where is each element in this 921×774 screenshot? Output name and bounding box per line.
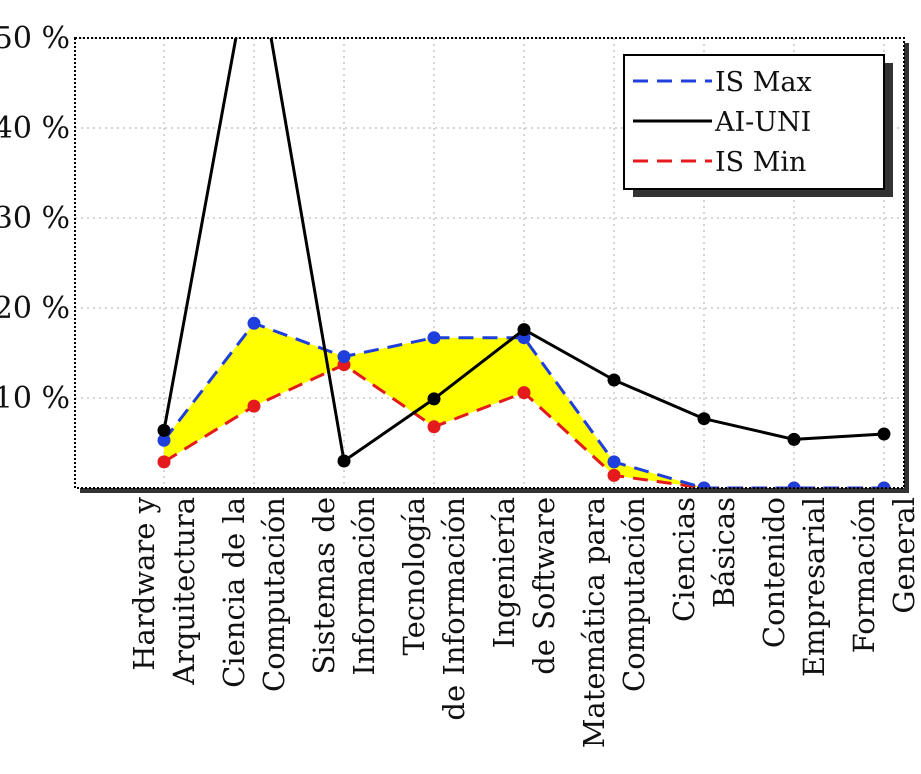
legend-label-is-min: IS Min: [715, 147, 806, 178]
x-tick-label: Matemática para Computación: [577, 497, 651, 748]
x-tick-label-line: Ingeniería: [487, 497, 521, 648]
point-ai-uni-2: [337, 454, 351, 468]
y-tick-label: 30 %: [0, 201, 70, 236]
x-tick-label-line: Básicas: [707, 497, 741, 608]
x-tick-label-line: Información: [347, 497, 381, 676]
point-ai-uni-8: [877, 427, 891, 441]
x-tick-label-line: Contenido: [757, 497, 791, 648]
point-ai-uni-7: [787, 432, 801, 446]
point-ai-uni-5: [607, 373, 621, 387]
point-is-min-4: [517, 386, 531, 400]
x-tick-label: Ciencia de la Computación: [217, 497, 291, 692]
x-tick-label-line: Hardware y: [127, 496, 161, 670]
x-tick-label: Ingeniería de Software: [487, 497, 561, 675]
x-tick-label-line: General: [887, 497, 921, 614]
point-is-min-3: [427, 420, 441, 434]
y-tick-label: 20 %: [0, 291, 70, 326]
x-tick-label: Sistemas de Información: [307, 497, 381, 676]
y-tick-label: 40 %: [0, 111, 70, 146]
point-is-max-6: [697, 481, 711, 488]
x-tick-label-line: Tecnología: [397, 497, 431, 656]
x-tick-label-line: de Software: [527, 497, 561, 675]
point-is-min-5: [607, 468, 621, 482]
legend-label-ai-uni: AI-UNI: [714, 107, 811, 138]
point-is-max-7: [787, 481, 801, 488]
point-is-min-1: [247, 399, 261, 413]
point-ai-uni-4: [517, 323, 531, 337]
point-ai-uni-6: [697, 412, 711, 426]
point-is-max-3: [427, 331, 441, 345]
point-is-max-1: [247, 316, 261, 330]
x-axis: Hardware y Arquitectura Ciencia de la Compu…: [127, 496, 921, 748]
point-is-max-0: [157, 433, 171, 447]
x-tick-label-line: Formación: [847, 497, 881, 653]
x-tick-label-line: Sistemas de: [307, 497, 341, 674]
x-tick-label-line: de Información: [437, 497, 471, 721]
point-is-max-2: [337, 350, 351, 364]
point-is-min-0: [157, 455, 171, 469]
x-tick-label: Formación General: [847, 497, 921, 653]
x-tick-label: Hardware y Arquitectura: [127, 496, 201, 685]
x-tick-label-line: Empresarial: [797, 497, 831, 677]
point-ai-uni-0: [157, 423, 171, 437]
plot-frame: [74, 37, 905, 489]
x-tick-label: Contenido Empresarial: [757, 497, 831, 677]
y-tick-label: 50 %: [0, 21, 70, 56]
x-tick-label-line: Computación: [617, 497, 651, 692]
legend: IS Max AI-UNI IS Min: [623, 54, 893, 197]
x-tick-label: Tecnología de Información: [397, 497, 471, 721]
x-tick-label-line: Ciencias: [667, 497, 701, 622]
x-tick-label-line: Arquitectura: [167, 497, 201, 686]
point-is-max-5: [607, 455, 621, 469]
legend-label-is-max: IS Max: [715, 67, 812, 98]
series-line-is-max: [162, 321, 884, 488]
y-axis: 10 % 20 % 30 % 40 % 50 %: [0, 21, 70, 416]
point-ai-uni-3: [427, 392, 441, 406]
x-tick-label-line: Matemática para: [577, 497, 611, 748]
x-tick-label-line: Computación: [257, 497, 291, 692]
y-tick-label: 10 %: [0, 381, 70, 416]
point-is-max-8: [877, 481, 891, 488]
x-tick-label: Ciencias Básicas: [667, 497, 741, 622]
x-tick-label-line: Ciencia de la: [217, 497, 251, 688]
